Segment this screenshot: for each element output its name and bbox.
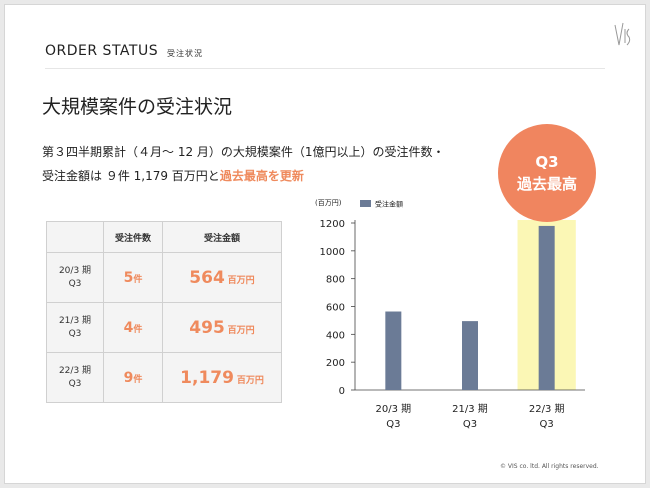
count-value: 5 xyxy=(123,269,134,286)
y-tick-label: 400 xyxy=(326,330,345,341)
table-row: 21/3 期 Q3 4件 495 百万円 xyxy=(46,302,282,353)
unit-label: (百万円) xyxy=(315,199,342,207)
y-tick-label: 200 xyxy=(326,358,345,369)
bar xyxy=(538,225,555,390)
summary-text: 第３四半期累計（４月～ 12 月）の大規模案件（1億円以上）の受注件数・ 受注金… xyxy=(42,140,445,188)
table-header-row: 受注件数 受注金額 xyxy=(46,221,282,253)
amount-unit: 百万円 xyxy=(227,275,255,286)
order-amount-chart: 0 200 400 600 800 1000 1200 (百万円) 受注金額 20/3 期 Q3 21… xyxy=(315,199,585,430)
x-tick-label-sub: Q3 xyxy=(540,419,554,430)
badge-line-2: 過去最高 xyxy=(516,175,577,193)
summary-line-2: 受注金額は ９件 1,179 百万円と過去最高を更新 xyxy=(42,164,445,188)
count-value: 4 xyxy=(123,319,134,336)
x-tick-label-sub: Q3 xyxy=(386,419,400,430)
x-tick-label: 21/3 期 xyxy=(452,403,488,415)
vis-logo-icon xyxy=(614,22,631,46)
count-cell: 5件 xyxy=(103,252,163,303)
count-cell: 4件 xyxy=(103,302,163,353)
period-line-2: Q3 xyxy=(68,278,82,289)
table-header-count: 受注件数 xyxy=(103,221,163,253)
amount-cell: 564 百万円 xyxy=(162,252,282,303)
y-tick-label: 0 xyxy=(339,386,345,397)
badge-line-1: Q3 xyxy=(535,153,559,171)
amount-unit: 百万円 xyxy=(227,325,255,336)
period-line-2: Q3 xyxy=(68,328,82,339)
x-tick-label: 22/3 期 xyxy=(529,403,565,415)
header-title: ORDER STATUS xyxy=(45,43,159,59)
table-row: 22/3 期 Q3 9件 1,179 百万円 xyxy=(46,352,282,403)
count-unit: 件 xyxy=(133,274,143,285)
amount-cell: 495 百万円 xyxy=(162,302,282,353)
x-tick-label: 20/3 期 xyxy=(376,403,412,415)
table-header-empty xyxy=(46,221,104,253)
count-unit: 件 xyxy=(133,374,143,385)
period-line-2: Q3 xyxy=(68,378,82,389)
y-tick-label: 1200 xyxy=(320,219,345,230)
header-divider xyxy=(45,68,605,69)
amount-unit: 百万円 xyxy=(236,375,264,386)
bar xyxy=(462,321,478,390)
header-subtitle: 受注状況 xyxy=(167,49,203,58)
summary-highlight: 過去最高を更新 xyxy=(219,169,304,183)
amount-value: 1,179 xyxy=(180,367,234,388)
y-tick-label: 600 xyxy=(326,303,345,314)
page-title: 大規模案件の受注状況 xyxy=(42,96,233,118)
bar xyxy=(385,311,402,390)
table-row: 20/3 期 Q3 5件 564 百万円 xyxy=(46,252,282,303)
amount-cell: 1,179 百万円 xyxy=(162,352,282,403)
count-value: 9 xyxy=(123,369,134,386)
amount-value: 495 xyxy=(189,317,225,338)
period-cell: 21/3 期 Q3 xyxy=(46,302,104,353)
amount-value: 564 xyxy=(189,267,225,288)
period-line-1: 21/3 期 xyxy=(58,315,92,326)
legend-label: 受注金額 xyxy=(375,200,403,209)
summary-line-2-prefix: 受注金額は ９件 1,179 百万円と xyxy=(42,169,220,183)
record-high-badge: Q3 過去最高 xyxy=(498,124,596,222)
copyright-footer: © VIS co. ltd. All rights reserved. xyxy=(500,463,599,470)
x-tick-label-sub: Q3 xyxy=(463,419,477,430)
period-line-1: 22/3 期 xyxy=(58,365,92,376)
legend-swatch xyxy=(360,200,371,207)
y-tick-label: 1000 xyxy=(320,247,345,258)
period-line-1: 20/3 期 xyxy=(58,265,92,276)
y-tick-label: 800 xyxy=(326,275,345,286)
count-unit: 件 xyxy=(133,324,143,335)
period-cell: 22/3 期 Q3 xyxy=(46,352,104,403)
count-cell: 9件 xyxy=(103,352,163,403)
table-header-amount: 受注金額 xyxy=(162,221,282,253)
summary-line-1: 第３四半期累計（４月～ 12 月）の大規模案件（1億円以上）の受注件数・ xyxy=(42,145,445,159)
period-cell: 20/3 期 Q3 xyxy=(46,252,104,303)
order-table: 受注件数 受注金額 20/3 期 Q3 5件 564 百万円 21/3 期 Q3 4… xyxy=(46,221,282,403)
